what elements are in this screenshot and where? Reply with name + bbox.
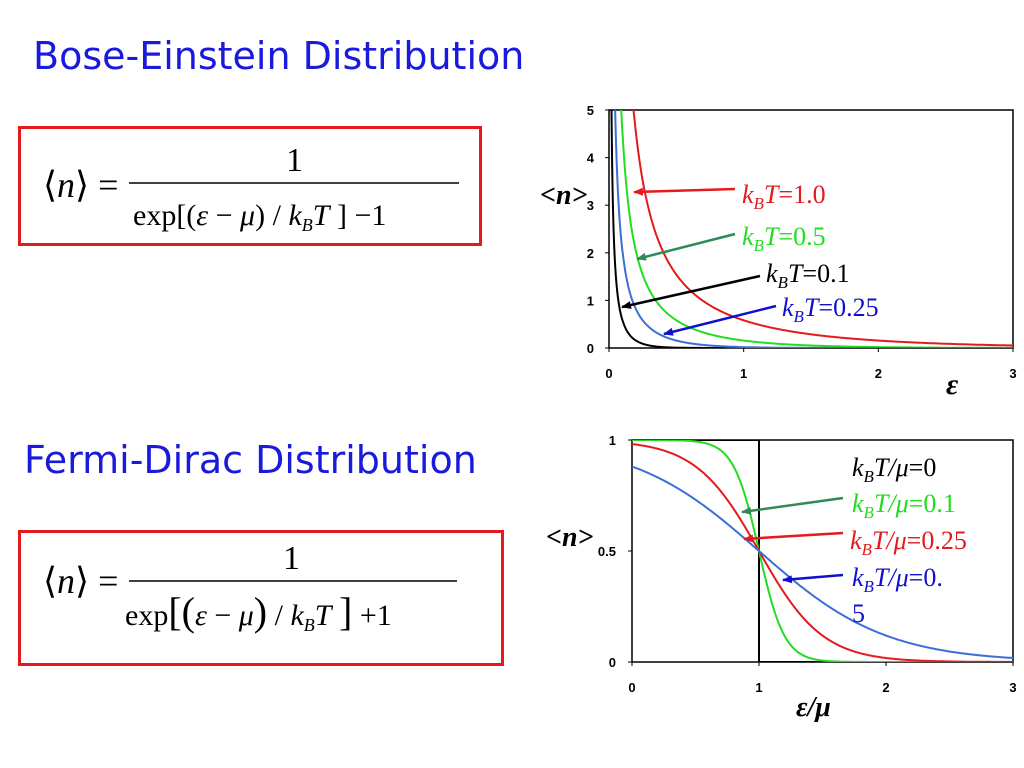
series-line-kBT=0.1 bbox=[610, 110, 1013, 348]
pointer-arrow bbox=[633, 187, 736, 196]
series-label-kBT/μ=0: kBT/μ=0 bbox=[852, 453, 936, 486]
x-tick-label: 2 bbox=[875, 366, 882, 381]
pointer-arrow bbox=[743, 531, 844, 543]
series-line-kBT=1.0 bbox=[632, 110, 1013, 347]
y-tick-label: 0 bbox=[587, 341, 594, 356]
pointer-arrow bbox=[636, 232, 736, 261]
x-axis-label: ε/μ bbox=[796, 692, 831, 723]
bose-einstein-equation-box: ⟨n⟩ = 1 exp[(ε − μ) / kBT ] −1 bbox=[18, 126, 482, 246]
series-label-kBT=0.25: kBT=0.25 bbox=[782, 293, 879, 326]
y-tick-label: 0.5 bbox=[598, 544, 616, 559]
chart-bose-einstein: 0 1 2 3 0 1 2 3 4 5 <n> ε kBT=1.0 kBT=0.5 kBT=0.1kBT=0… bbox=[540, 103, 1017, 401]
series-line-kBT/μ=0.1 bbox=[632, 440, 1013, 662]
fermi-dirac-equation-box: ⟨n⟩ = 1 exp[(ε − μ) / kBT ] +1 bbox=[18, 530, 504, 666]
equation-numerator: 1 bbox=[286, 142, 303, 179]
bose-einstein-equation: ⟨n⟩ = 1 exp[(ε − μ) / kBT ] −1 bbox=[43, 142, 459, 235]
y-tick-label: 3 bbox=[587, 198, 594, 213]
y-tick-label: 1 bbox=[609, 433, 616, 448]
y-tick-label: 5 bbox=[587, 103, 594, 118]
series-label-kBT=1.0: kBT=1.0 bbox=[742, 180, 826, 213]
series-label-kBT=0.1: kBT=0.1 bbox=[766, 259, 850, 292]
series-group bbox=[632, 440, 1013, 662]
pointer-arrow bbox=[782, 573, 844, 584]
x-tick-label: 0 bbox=[628, 680, 635, 695]
bose-einstein-heading: Bose-Einstein Distribution bbox=[33, 34, 525, 78]
series-label-kBT/μ=0.1: kBT/μ=0.1 bbox=[852, 489, 956, 522]
y-tick-label: 2 bbox=[587, 246, 594, 261]
y-tick-label: 0 bbox=[609, 655, 616, 670]
pointer-arrow bbox=[741, 496, 844, 515]
y-axis-label: <n> bbox=[546, 522, 594, 553]
fermi-dirac-heading: Fermi-Dirac Distribution bbox=[24, 438, 477, 482]
x-tick-label: 3 bbox=[1009, 680, 1016, 695]
pointer-arrow bbox=[621, 274, 761, 309]
y-tick-label: 1 bbox=[587, 293, 594, 308]
equation-lhs: ⟨n⟩ = bbox=[43, 561, 118, 601]
y-tick-label: 4 bbox=[587, 151, 595, 166]
series-label-kBT=0.5: kBT=0.5 bbox=[742, 222, 826, 255]
x-tick-label: 2 bbox=[882, 680, 889, 695]
series-label-kBT/μ=0.25: kBT/μ=0.25 bbox=[850, 526, 967, 559]
series-line-kBT/μ=0.5 bbox=[632, 465, 1013, 659]
series-group bbox=[610, 110, 1013, 348]
equation-denominator: exp[(ε − μ) / kBT ] −1 bbox=[133, 199, 386, 235]
x-axis-label: ε bbox=[946, 368, 959, 401]
equation-numerator: 1 bbox=[283, 540, 300, 577]
x-tick-label: 0 bbox=[605, 366, 612, 381]
series-line-kBT/μ=0.25 bbox=[632, 443, 1013, 662]
fermi-dirac-equation: ⟨n⟩ = 1 exp[(ε − μ) / kBT ] +1 bbox=[43, 540, 457, 635]
y-axis-label: <n> bbox=[540, 180, 588, 211]
series-line-kBT=0.25 bbox=[614, 110, 1013, 348]
x-tick-label: 1 bbox=[755, 680, 762, 695]
x-tick-label: 3 bbox=[1009, 366, 1016, 381]
pointer-arrow bbox=[663, 304, 777, 336]
series-label-kBT/μ=0.5: kBT/μ=0. bbox=[852, 563, 943, 596]
equation-lhs: ⟨n⟩ = bbox=[43, 165, 118, 205]
equation-denominator: exp[(ε − μ) / kBT ] +1 bbox=[125, 589, 392, 635]
x-tick-label: 1 bbox=[740, 366, 747, 381]
series-label-wrap: 5 bbox=[852, 599, 865, 628]
